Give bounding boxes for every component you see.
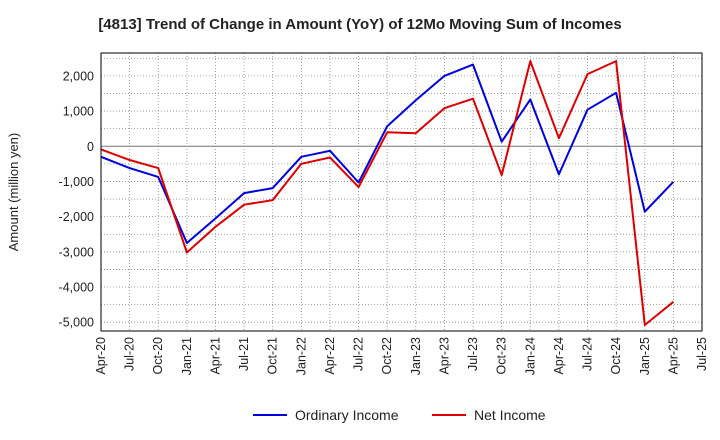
x-tick-label: Jan-25 bbox=[638, 337, 652, 375]
y-tick-label: 0 bbox=[87, 140, 94, 154]
x-tick-label: Oct-20 bbox=[151, 337, 165, 375]
y-tick-label: -2,000 bbox=[59, 210, 94, 224]
x-tick-label: Jul-25 bbox=[695, 337, 709, 371]
legend-label: Ordinary Income bbox=[295, 407, 399, 423]
plot-frame bbox=[100, 52, 703, 332]
x-tick-label: Jan-21 bbox=[180, 337, 194, 375]
x-tick-label: Jan-23 bbox=[409, 337, 423, 375]
y-tick-label: 2,000 bbox=[63, 69, 94, 83]
x-tick-label: Apr-24 bbox=[552, 337, 566, 375]
x-tick-label: Oct-21 bbox=[266, 337, 280, 375]
legend: Ordinary Income Net Income bbox=[253, 407, 546, 423]
y-tick-label: 1,000 bbox=[63, 105, 94, 119]
x-tick-label: Apr-23 bbox=[437, 337, 451, 375]
x-tick-label: Apr-25 bbox=[666, 337, 680, 375]
y-tick-label: -1,000 bbox=[59, 175, 94, 189]
y-tick-label: -4,000 bbox=[59, 281, 94, 295]
x-tick-label: Oct-22 bbox=[380, 337, 394, 375]
x-tick-labels: Apr-20 Jul-20 Oct-20 Jan-21 Apr-21 Jul-21 Oct-… bbox=[94, 337, 709, 375]
x-tick-label: Apr-20 bbox=[94, 337, 108, 375]
x-tick-label: Jul-21 bbox=[237, 337, 251, 371]
y-tick-labels: 2,000 1,000 0 -1,000 -2,000 -3,000 -4,000 -5,00… bbox=[59, 69, 95, 329]
x-tick-label: Jul-24 bbox=[581, 337, 595, 371]
x-tick-label: Apr-21 bbox=[208, 337, 222, 375]
x-tick-label: Jul-22 bbox=[352, 337, 366, 371]
x-tick-label: Oct-23 bbox=[495, 337, 509, 375]
y-axis-label: Amount (million yen) bbox=[6, 133, 21, 252]
x-tick-label: Apr-22 bbox=[323, 337, 337, 375]
y-tick-label: -5,000 bbox=[59, 316, 94, 330]
grid-lines bbox=[100, 53, 703, 331]
x-tick-label: Jul-23 bbox=[466, 337, 480, 371]
x-tick-label: Jan-24 bbox=[523, 337, 537, 375]
x-tick-label: Jan-22 bbox=[294, 337, 308, 375]
x-tick-label: Jul-20 bbox=[123, 337, 137, 371]
legend-label: Net Income bbox=[474, 407, 546, 423]
x-tick-label: Oct-24 bbox=[609, 337, 623, 375]
net-income-line bbox=[100, 60, 675, 326]
ordinary-income-line bbox=[100, 63, 675, 244]
series-lines bbox=[100, 60, 675, 326]
y-tick-label: -3,000 bbox=[59, 245, 94, 259]
chart-title: [4813] Trend of Change in Amount (YoY) o… bbox=[98, 16, 622, 33]
